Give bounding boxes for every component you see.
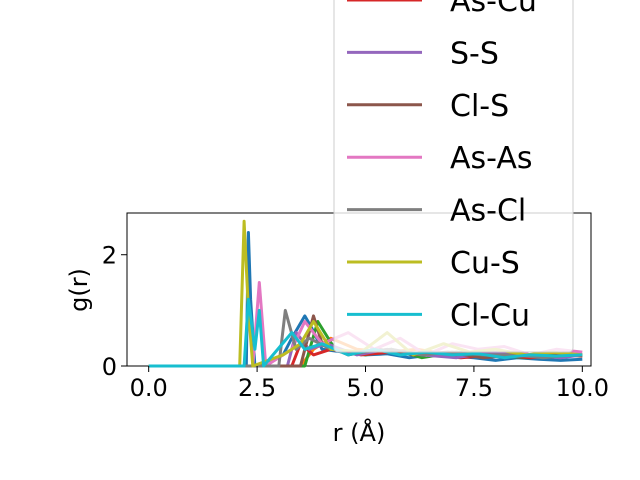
legend-frame	[333, 0, 574, 353]
y-tick-label: 2	[102, 242, 117, 270]
legend-label: S-S	[450, 36, 499, 71]
y-axis-ticks: 02	[102, 242, 127, 381]
x-tick-label: 10.0	[556, 374, 609, 402]
legend-label: As-Cl	[450, 194, 526, 229]
y-tick-label: 0	[102, 353, 117, 381]
x-tick-label: 7.5	[455, 374, 493, 402]
legend-label: As-Cu	[450, 0, 537, 19]
series-line-9	[148, 297, 583, 368]
x-axis-title: r (Å)	[333, 418, 386, 447]
x-axis-ticks: 0.0 2.5 5.0 7.5 10.0	[130, 366, 609, 402]
legend-label: Cl-S	[450, 89, 509, 124]
legend-label: As-As	[450, 141, 532, 176]
legend: As-Cu S-S Cl-S As-As As-Cl Cu-S Cl-Cu	[333, 0, 574, 353]
legend-label: Cu-S	[450, 246, 520, 281]
x-tick-label: 5.0	[346, 374, 384, 402]
y-axis-title: g(r)	[65, 268, 93, 312]
legend-label: Cl-Cu	[450, 298, 530, 333]
x-tick-label: 0.0	[130, 374, 168, 402]
x-tick-label: 2.5	[238, 374, 276, 402]
